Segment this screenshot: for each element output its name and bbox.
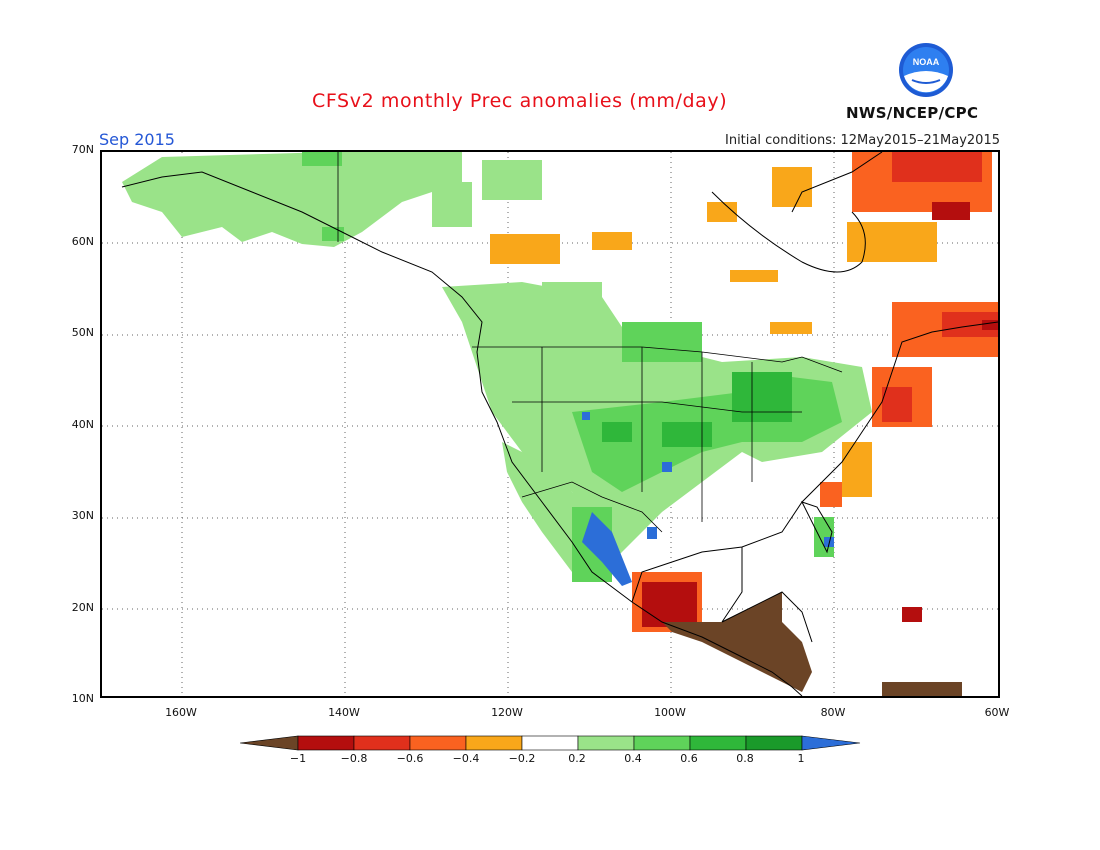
colorbar-segment xyxy=(577,735,635,751)
lat-label: 40N xyxy=(71,418,94,431)
colorbar-tick: 0.4 xyxy=(624,752,642,765)
agency-label: NWS/NCEP/CPC xyxy=(846,104,979,122)
colorbar-segment xyxy=(521,735,579,751)
colorbar-segment xyxy=(689,735,747,751)
colorbar-segment xyxy=(465,735,523,751)
colorbar-segment xyxy=(633,735,691,751)
colorbar-tick: −1 xyxy=(289,752,307,765)
lat-label: 50N xyxy=(71,326,94,339)
colorbar-segment xyxy=(745,735,803,751)
borders xyxy=(337,152,843,533)
canada-dry-region xyxy=(490,167,937,334)
lon-label: 160W xyxy=(165,706,197,719)
lat-label: 70N xyxy=(71,143,94,156)
colorbar-tick: 0.8 xyxy=(736,752,754,765)
logo-text: NOAA xyxy=(913,57,940,67)
labrador-dry-region xyxy=(820,152,998,507)
lat-label: 10N xyxy=(71,692,94,705)
lon-label: 100W xyxy=(654,706,686,719)
colorbar-tick: −0.4 xyxy=(452,752,480,765)
colorbar-tick: −0.2 xyxy=(508,752,536,765)
forecast-month-label: Sep 2015 xyxy=(99,130,175,149)
noaa-logo-icon: NOAA xyxy=(899,43,953,97)
lon-label: 140W xyxy=(328,706,360,719)
colorbar-tick: 0.2 xyxy=(568,752,586,765)
lat-label: 20N xyxy=(71,601,94,614)
colorbar-segment xyxy=(353,735,411,751)
lat-label: 30N xyxy=(71,509,94,522)
colorbar-tick: 1 xyxy=(797,752,805,765)
map-title: CFSv2 monthly Prec anomalies (mm/day) xyxy=(312,90,728,112)
colorbar-segment xyxy=(801,735,861,751)
colorbar-segment xyxy=(409,735,467,751)
map-frame xyxy=(100,150,1000,698)
lon-label: 120W xyxy=(491,706,523,719)
lon-label: 80W xyxy=(820,706,846,719)
alaska-wet-region xyxy=(122,152,542,247)
central-america-dry-region xyxy=(632,572,962,696)
precip-anomaly-map xyxy=(102,152,998,696)
lat-label: 60N xyxy=(71,235,94,248)
coastlines xyxy=(121,152,998,696)
initial-conditions-label: Initial conditions: 12May2015–21May2015 xyxy=(725,133,1000,148)
colorbar-tick: −0.6 xyxy=(396,752,424,765)
colorbar xyxy=(240,735,861,751)
lon-label: 60W xyxy=(984,706,1010,719)
colorbar-tick: −0.8 xyxy=(340,752,368,765)
mexico-wet-region xyxy=(502,412,672,586)
colorbar-segment xyxy=(297,735,355,751)
colorbar-segment xyxy=(240,735,299,751)
colorbar-tick: 0.6 xyxy=(680,752,698,765)
